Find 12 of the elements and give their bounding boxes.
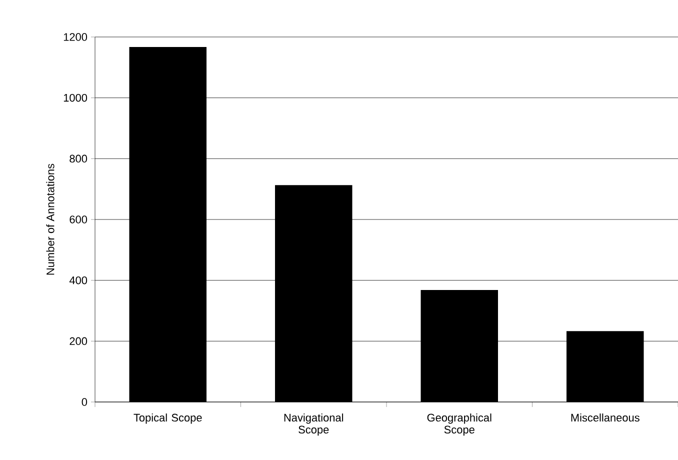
y-tick-label: 200 — [70, 337, 88, 346]
x-tick-label: Topical Scope — [134, 414, 202, 424]
y-tick-label: 600 — [70, 216, 88, 224]
y-tick-label: 1200 — [64, 33, 88, 41]
x-tick-label: Geographical Scope — [427, 414, 492, 436]
y-tick-label: 800 — [70, 154, 88, 163]
y-tick-label: 400 — [69, 276, 88, 284]
y-tick-label: 1000 — [64, 94, 88, 102]
x-tick-label: Miscellaneous — [571, 414, 640, 422]
y-axis-title: Number of Annotations — [46, 164, 54, 275]
x-tick-label: Navigational Scope — [284, 414, 344, 436]
y-tick-label: 0 — [82, 398, 88, 406]
